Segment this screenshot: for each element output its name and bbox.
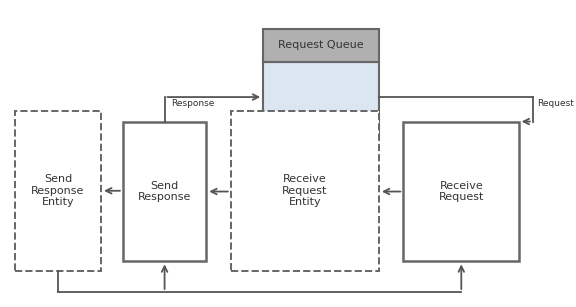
Text: Request Queue: Request Queue [278, 41, 364, 50]
Text: Request: Request [537, 99, 574, 108]
Text: Receive
Request: Receive Request [438, 181, 484, 202]
Bar [123, 122, 206, 262]
Bar [263, 62, 379, 140]
Text: Send
Response
Entity: Send Response Entity [31, 174, 85, 207]
Text: Send
Response: Send Response [138, 181, 191, 202]
Bar [403, 122, 520, 262]
Bar [15, 111, 101, 271]
Bar [263, 29, 379, 62]
Bar [230, 111, 379, 271]
Text: Response: Response [171, 99, 214, 108]
Text: Receive
Request
Entity: Receive Request Entity [282, 174, 328, 207]
